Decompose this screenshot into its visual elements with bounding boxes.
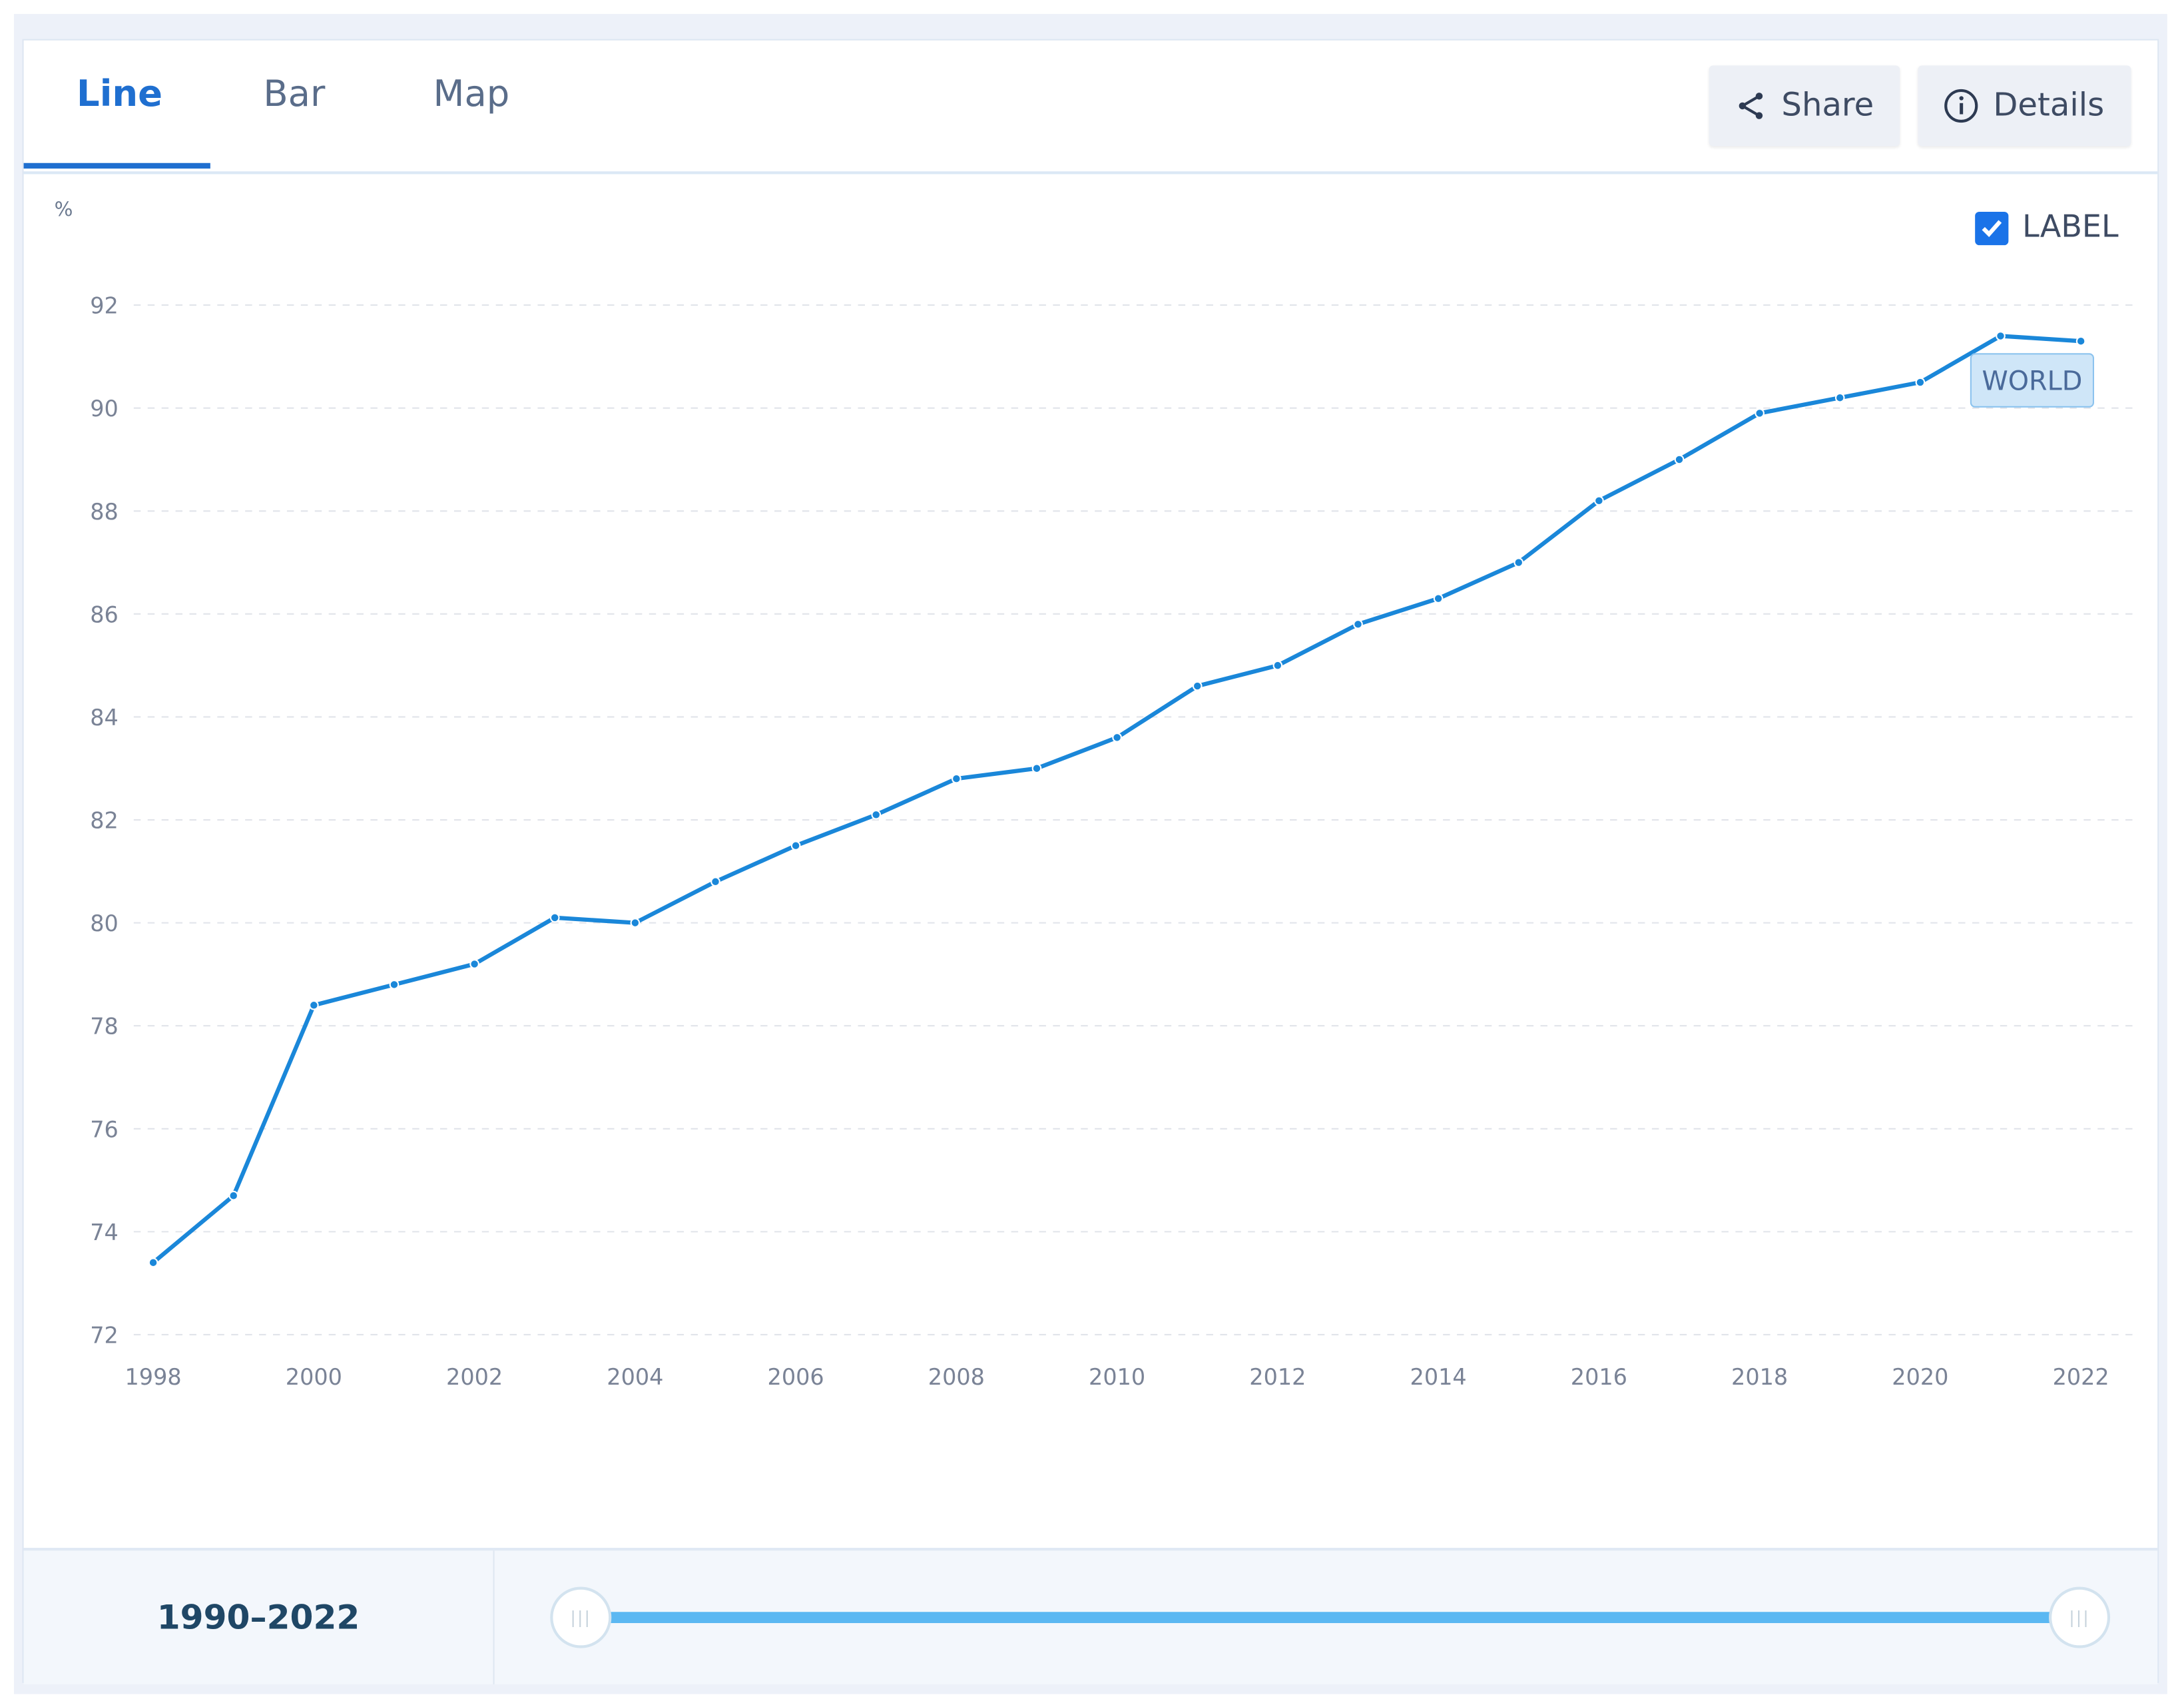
- data-point: [1834, 392, 1845, 403]
- data-point: [871, 809, 882, 820]
- y-tick-label: 82: [90, 808, 119, 834]
- label-toggle[interactable]: LABEL: [1975, 210, 2119, 245]
- x-tick-label: 2022: [2053, 1364, 2109, 1390]
- tab-bar-chart[interactable]: Bar: [263, 73, 326, 116]
- info-icon: [1944, 89, 1978, 123]
- data-point: [1674, 454, 1685, 465]
- data-point: [148, 1257, 158, 1268]
- data-point: [1755, 408, 1765, 418]
- data-point: [1192, 681, 1203, 691]
- tab-map[interactable]: Map: [433, 73, 510, 116]
- x-tick-label: 2014: [1410, 1364, 1467, 1390]
- line-chart: 72 74 76 78 80 82 84 86 88 90 92 1998 2000 2002 2004 20…: [90, 293, 2133, 1390]
- data-point: [1112, 733, 1122, 743]
- y-tick-label: 76: [90, 1116, 119, 1142]
- x-tick-label: 2012: [1249, 1364, 1306, 1390]
- active-tab-indicator: [23, 163, 210, 169]
- range-panel: 1990–2022 ||| |||: [23, 1547, 2158, 1684]
- data-point: [1594, 496, 1604, 506]
- y-tick-label: 92: [90, 293, 119, 319]
- data-point: [710, 876, 720, 887]
- share-label: Share: [1781, 87, 1874, 125]
- data-point: [469, 959, 479, 969]
- data-point: [2075, 336, 2086, 346]
- y-tick-label: 88: [90, 499, 119, 525]
- details-button[interactable]: Details: [1918, 65, 2131, 147]
- data-point: [1433, 593, 1444, 603]
- y-tick-label: 80: [90, 910, 119, 936]
- data-point: [1915, 377, 1926, 388]
- data-point: [952, 773, 961, 784]
- label-checkbox[interactable]: [1975, 210, 2009, 245]
- series-label-world: WORLD: [1982, 366, 2082, 397]
- check-icon: [1982, 219, 2002, 236]
- details-label: Details: [1993, 87, 2105, 125]
- series-label-box: [1970, 353, 2095, 408]
- x-tick-label: 2020: [1892, 1364, 1948, 1390]
- y-tick-label: 74: [90, 1219, 119, 1245]
- x-tick-label: 2008: [928, 1364, 985, 1390]
- data-point: [309, 1000, 319, 1010]
- x-tick-label: 2018: [1731, 1364, 1788, 1390]
- data-point: [1513, 557, 1524, 567]
- x-tick-label: 2016: [1571, 1364, 1627, 1390]
- x-tick-label: 2002: [446, 1364, 503, 1390]
- x-tick-label: 2004: [607, 1364, 663, 1390]
- tab-line[interactable]: Line: [77, 73, 162, 116]
- data-point: [630, 918, 641, 928]
- share-button[interactable]: Share: [1709, 65, 1900, 147]
- series-line-world: [152, 334, 2081, 1265]
- y-tick-label: 90: [90, 396, 119, 422]
- data-point: [228, 1190, 239, 1201]
- x-tick-label: 1998: [125, 1364, 182, 1390]
- x-tick-label: 2000: [286, 1364, 342, 1390]
- y-tick-label: 72: [90, 1322, 119, 1348]
- data-point: [1996, 331, 2006, 341]
- data-point: [1031, 763, 1042, 774]
- share-icon: [1739, 93, 1763, 119]
- x-tick-label: 2010: [1089, 1364, 1145, 1390]
- y-tick-label: 86: [90, 601, 119, 627]
- data-point: [1272, 660, 1283, 671]
- data-point: [790, 841, 801, 851]
- range-end-handle[interactable]: |||: [2049, 1586, 2111, 1648]
- data-point: [549, 912, 560, 923]
- chart-card: Line Bar Map Share Details % LABEL 72 74 7…: [22, 39, 2159, 1684]
- range-start-handle[interactable]: |||: [550, 1586, 612, 1648]
- y-tick-label: 78: [90, 1014, 119, 1040]
- data-point: [1353, 619, 1363, 629]
- label-toggle-text: LABEL: [2022, 210, 2119, 246]
- y-axis-unit: %: [54, 199, 73, 222]
- tab-bar: Line Bar Map Share Details: [23, 41, 2158, 174]
- year-range-label: 1990–2022: [24, 1550, 495, 1684]
- y-tick-label: 84: [90, 705, 119, 731]
- x-tick-label: 2006: [768, 1364, 824, 1390]
- data-point: [389, 980, 400, 990]
- range-slider-track[interactable]: [581, 1612, 2080, 1623]
